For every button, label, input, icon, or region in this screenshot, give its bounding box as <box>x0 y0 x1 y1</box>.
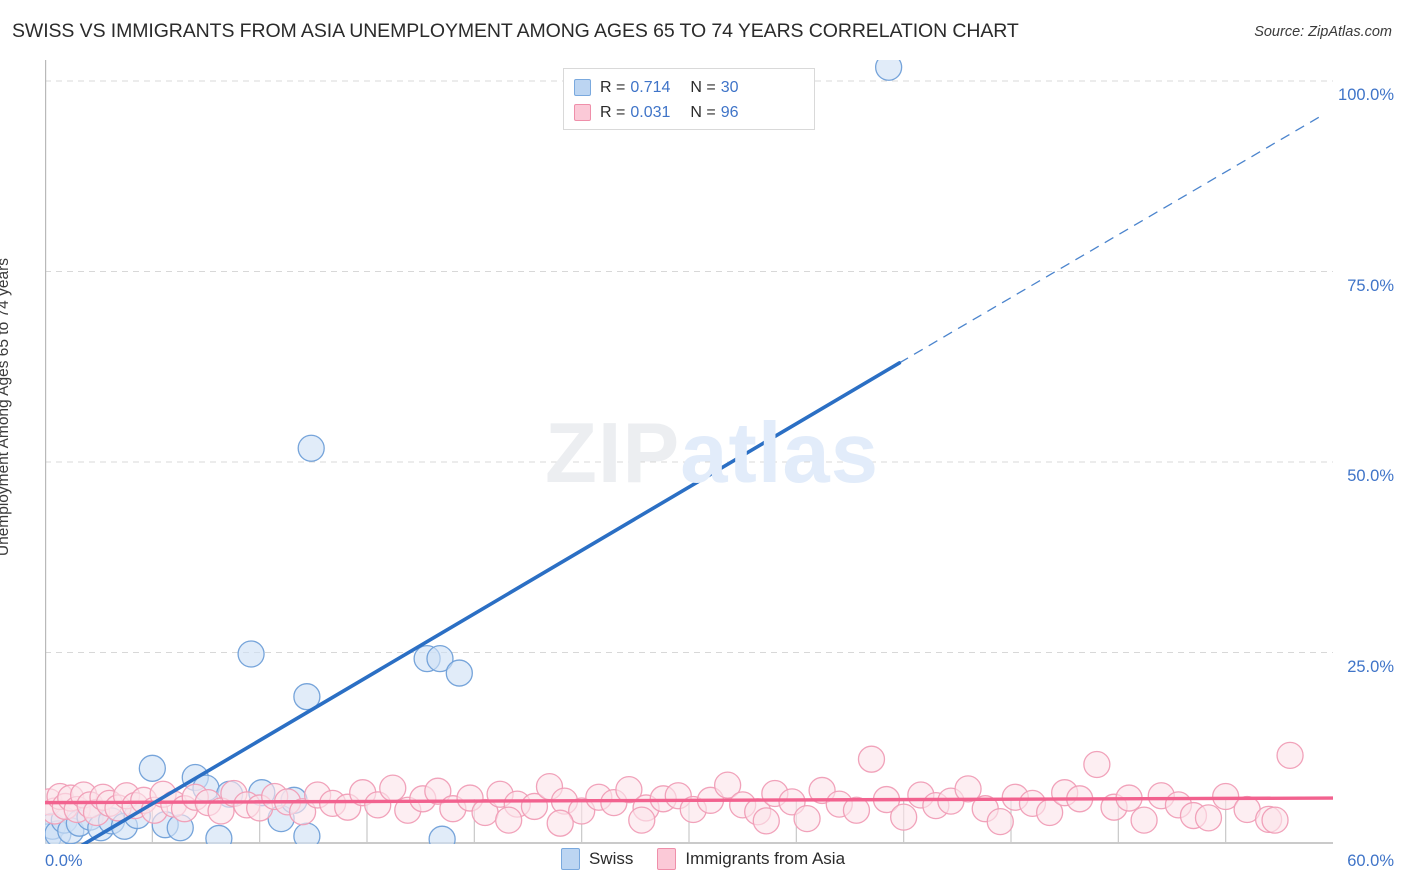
data-point <box>628 806 656 834</box>
swatch-asia-icon <box>574 104 591 121</box>
data-point <box>445 659 473 687</box>
data-point <box>138 754 166 782</box>
data-point <box>1261 806 1289 834</box>
data-point <box>293 822 321 844</box>
data-point <box>495 806 523 834</box>
data-point <box>954 775 982 803</box>
y-axis-title: Unemployment Among Ages 65 to 74 years <box>0 258 12 557</box>
data-point <box>793 804 821 833</box>
data-point <box>857 745 886 773</box>
correlation-stats-legend: R = 0.714 N = 30 R = 0.031 N = 96 <box>563 68 815 130</box>
swatch-swiss-icon <box>574 79 591 96</box>
data-point <box>379 774 407 802</box>
y-axis-tick-label: 75.0% <box>1347 276 1394 295</box>
n-value-swiss: 30 <box>720 78 739 96</box>
data-point <box>615 776 643 804</box>
data-point <box>874 60 903 81</box>
n-label-swiss: N = <box>690 78 716 96</box>
data-point <box>1212 782 1240 811</box>
data-point <box>1276 741 1304 770</box>
r-label-asia: R = <box>600 103 626 121</box>
stats-row-swiss: R = 0.714 N = 30 <box>574 75 804 100</box>
scatter-plot-area <box>45 60 1333 844</box>
legend-label-swiss: Swiss <box>588 849 634 868</box>
data-point <box>297 434 325 462</box>
r-label-swiss: R = <box>600 78 626 96</box>
plot-svg <box>45 60 1333 844</box>
data-point <box>1083 750 1111 779</box>
data-point <box>293 683 321 711</box>
data-point <box>1130 806 1158 834</box>
data-point <box>713 771 742 799</box>
legend-item-asia[interactable]: Immigrants from Asia <box>657 848 845 870</box>
series-legend: Swiss Immigrants from Asia <box>0 848 1406 870</box>
data-point <box>428 825 456 844</box>
data-point <box>426 644 454 673</box>
legend-label-asia: Immigrants from Asia <box>685 849 846 868</box>
trendline-swiss-projection <box>899 114 1323 364</box>
stats-row-asia: R = 0.031 N = 96 <box>574 100 804 125</box>
x-axis-tick-max: 60.0% <box>1347 852 1394 870</box>
data-point <box>205 824 233 844</box>
x-axis-tick-min: 0.0% <box>45 852 83 870</box>
data-point <box>890 803 918 831</box>
data-point <box>424 777 452 805</box>
trendline-swiss <box>80 361 902 844</box>
page-title: SWISS VS IMMIGRANTS FROM ASIA UNEMPLOYME… <box>12 20 1019 42</box>
data-point <box>237 640 265 668</box>
data-point <box>1194 804 1223 832</box>
legend-swatch-swiss-icon <box>560 848 580 870</box>
r-value-asia: 0.031 <box>630 103 671 121</box>
data-point <box>752 807 780 835</box>
series-points-swiss <box>45 60 903 844</box>
legend-swatch-asia-icon <box>657 848 677 870</box>
y-axis-tick-label: 25.0% <box>1347 657 1394 676</box>
trendline-asia <box>45 796 1333 805</box>
data-point <box>546 809 574 837</box>
r-value-swiss: 0.714 <box>630 78 671 96</box>
n-value-asia: 96 <box>720 103 739 121</box>
data-point <box>842 796 871 824</box>
source-label: Source: ZipAtlas.com <box>1254 24 1392 40</box>
data-point <box>986 808 1014 836</box>
y-axis-tick-label: 50.0% <box>1347 467 1394 485</box>
y-axis-tick-label: 100.0% <box>1338 86 1394 104</box>
legend-item-swiss[interactable]: Swiss <box>560 848 634 870</box>
n-label-asia: N = <box>690 103 716 121</box>
series-points-asia <box>45 741 1304 837</box>
